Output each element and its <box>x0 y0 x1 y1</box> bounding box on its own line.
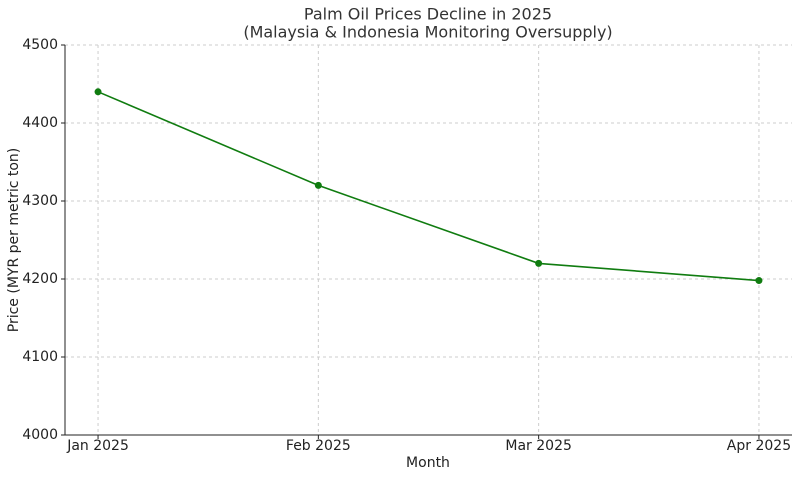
point <box>535 259 543 267</box>
y-axis-label: Price (MYR per metric ton) <box>6 148 22 333</box>
x-tick-label: Apr 2025 <box>727 438 791 454</box>
line <box>97 91 760 282</box>
chart-subtitle: (Malaysia & Indonesia Monitoring Oversup… <box>243 23 612 42</box>
y-tick-label: 4100 <box>22 349 58 365</box>
y-tick-label: 4200 <box>22 271 58 287</box>
x-tick-label: Mar 2025 <box>505 438 572 454</box>
y-tick-label: 4000 <box>22 427 58 443</box>
x-axis-label: Month <box>406 455 450 471</box>
y-tick-label: 4400 <box>22 115 58 131</box>
x-tick-label: Jan 2025 <box>66 438 129 454</box>
y-tick-label: 4300 <box>22 193 58 209</box>
grid <box>65 44 792 436</box>
x-tick-label: Feb 2025 <box>286 438 351 454</box>
y-tick-label: 4500 <box>22 37 58 53</box>
point <box>755 277 763 285</box>
point <box>314 181 322 189</box>
marks <box>94 88 763 285</box>
chart-title: Palm Oil Prices Decline in 2025 <box>304 5 552 24</box>
point <box>94 88 102 96</box>
